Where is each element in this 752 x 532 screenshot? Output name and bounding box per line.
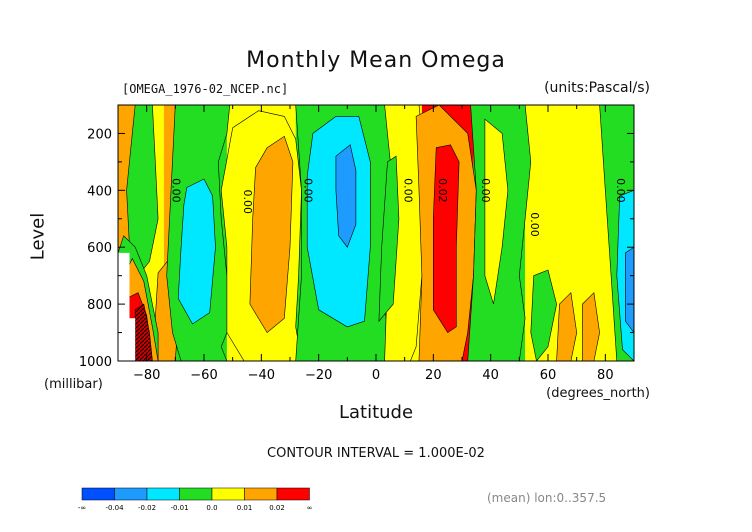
y-tick-label-4: 1000 bbox=[79, 355, 112, 370]
contour-label-7: 0.00 bbox=[614, 178, 627, 203]
patch-far-green2 bbox=[530, 269, 557, 361]
colorbar-label-0: -∞ bbox=[78, 504, 86, 512]
contour-label-0: 0.00 bbox=[169, 178, 182, 203]
contour-fill bbox=[118, 105, 634, 361]
colorbar-label-5: 0.01 bbox=[237, 504, 253, 512]
y-axis-unit: (millibar) bbox=[44, 377, 103, 392]
contour-label-2: 0.00 bbox=[301, 178, 314, 203]
colorbar-label-4: 0.0 bbox=[206, 504, 217, 512]
colorbar-label-2: -0.02 bbox=[138, 504, 156, 512]
x-axis-label: Latitude bbox=[338, 402, 414, 423]
colorbar-swatch-0 bbox=[81, 487, 115, 501]
contour-label-1: 0.00 bbox=[241, 189, 254, 214]
colorbar-label-7: ∞ bbox=[307, 504, 313, 512]
colorbar-swatch-1 bbox=[114, 487, 148, 501]
patch-ne-yellow bbox=[484, 118, 509, 305]
colorbar-swatch-6 bbox=[276, 487, 310, 501]
contour-label-4: 0.02 bbox=[436, 178, 449, 203]
patch-far-blue bbox=[625, 246, 634, 334]
x-tick-label-6: 40 bbox=[482, 368, 499, 383]
file-label: [OMEGA_1976-02_NCEP.nc] bbox=[122, 82, 289, 96]
contour-label-5: 0.00 bbox=[479, 178, 492, 203]
colorbar-swatch-5 bbox=[244, 487, 278, 501]
footer-label: (mean) lon:0..357.5 bbox=[487, 491, 607, 505]
x-tick-label-5: 20 bbox=[425, 368, 442, 383]
x-tick-label-4: 0 bbox=[372, 368, 380, 383]
patch-far-orange bbox=[556, 292, 578, 361]
y-tick-label-1: 400 bbox=[87, 184, 112, 199]
x-tick-label-3: −20 bbox=[305, 368, 332, 383]
colorbar-swatch-4 bbox=[211, 487, 245, 501]
y-tick-label-3: 800 bbox=[87, 298, 112, 313]
x-tick-label-0: −80 bbox=[133, 368, 160, 383]
units-label: (units:Pascal/s) bbox=[544, 80, 650, 96]
x-tick-label-7: 60 bbox=[540, 368, 557, 383]
colorbar-swatch-3 bbox=[179, 487, 213, 501]
x-tick-label-1: −60 bbox=[190, 368, 217, 383]
contour-label-6: 0.00 bbox=[528, 212, 541, 237]
no-data-region bbox=[118, 252, 136, 361]
colorbar: -∞ -0.04 -0.02 -0.01 0.0 0.01 0.02 ∞ bbox=[78, 487, 313, 512]
axes: −80 −60 −40 −20 0 20 40 60 80 200 400 600 800 1000 bbox=[79, 104, 635, 383]
contour-labels: 0.00 0.00 0.00 0.00 0.02 0.00 0.00 0.00 bbox=[169, 178, 626, 237]
patch-eq-blue bbox=[335, 144, 357, 248]
colorbar-label-3: -0.01 bbox=[170, 504, 188, 512]
y-tick-label-0: 200 bbox=[87, 127, 112, 142]
patch-far-orange2 bbox=[582, 292, 600, 361]
x-tick-label-8: 80 bbox=[597, 368, 614, 383]
chart-title: Monthly Mean Omega bbox=[246, 48, 506, 73]
contour-label-3: 0.00 bbox=[402, 178, 415, 203]
colorbar-swatch-2 bbox=[146, 487, 180, 501]
patch-nh-red bbox=[433, 144, 460, 334]
colorbar-label-6: 0.02 bbox=[269, 504, 285, 512]
x-axis-unit: (degrees_north) bbox=[546, 386, 650, 401]
patch-west-cyan bbox=[177, 178, 216, 325]
patch-nh-green bbox=[378, 155, 400, 323]
colorbar-label-1: -0.04 bbox=[105, 504, 124, 512]
contour-interval-label: CONTOUR INTERVAL = 1.000E-02 bbox=[267, 446, 485, 461]
patch-mid-orange bbox=[249, 135, 294, 334]
y-tick-label-2: 600 bbox=[87, 241, 112, 256]
x-tick-label-2: −40 bbox=[248, 368, 275, 383]
